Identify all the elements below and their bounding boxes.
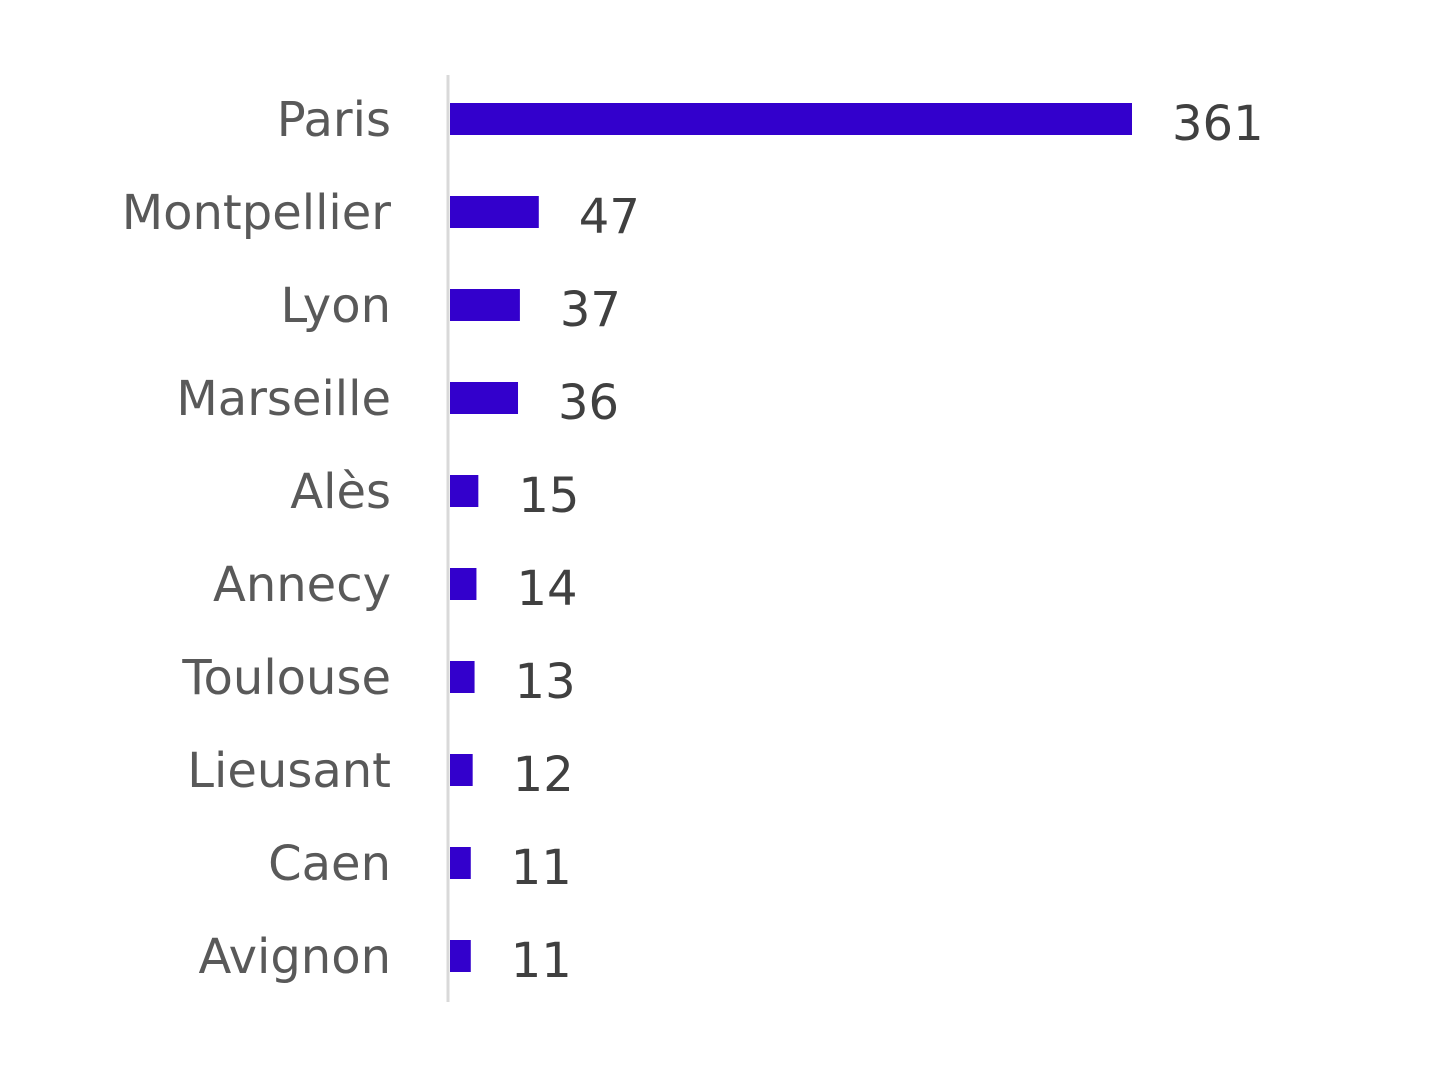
bar-annecy <box>450 568 477 600</box>
value-label-ales: 15 <box>518 468 579 524</box>
bars-group <box>450 103 1132 972</box>
category-label-marseille: Marseille <box>176 371 391 427</box>
value-label-annecy: 14 <box>516 561 577 617</box>
value-label-lieusant: 12 <box>513 747 574 803</box>
category-label-toulouse: Toulouse <box>181 650 391 706</box>
bar-montpellier <box>450 196 539 228</box>
bar-lyon <box>450 289 520 321</box>
category-label-caen: Caen <box>268 836 391 892</box>
value-label-toulouse: 13 <box>515 654 576 710</box>
bar-caen <box>450 847 471 879</box>
category-label-annecy: Annecy <box>213 557 391 613</box>
value-label-lyon: 37 <box>560 282 621 338</box>
category-label-lyon: Lyon <box>280 278 391 334</box>
value-label-marseille: 36 <box>558 375 619 431</box>
bar-avignon <box>450 940 471 972</box>
category-label-montpellier: Montpellier <box>122 185 392 241</box>
bar-paris <box>450 103 1132 135</box>
bar-ales <box>450 475 479 507</box>
value-label-montpellier: 47 <box>579 189 640 245</box>
bar-toulouse <box>450 661 475 693</box>
value-labels-group: 361 47 37 36 15 14 13 12 11 11 <box>511 96 1264 989</box>
value-label-paris: 361 <box>1172 96 1264 152</box>
value-label-caen: 11 <box>511 840 572 896</box>
category-label-paris: Paris <box>277 92 391 148</box>
category-label-ales: Alès <box>290 464 391 520</box>
category-labels-group: Paris Montpellier Lyon Marseille Alès Annecy T… <box>122 92 392 985</box>
category-label-avignon: Avignon <box>199 929 391 985</box>
value-label-avignon: 11 <box>511 933 572 989</box>
bar-lieusant <box>450 754 473 786</box>
bar-marseille <box>450 382 519 414</box>
category-label-lieusant: Lieusant <box>187 743 391 799</box>
